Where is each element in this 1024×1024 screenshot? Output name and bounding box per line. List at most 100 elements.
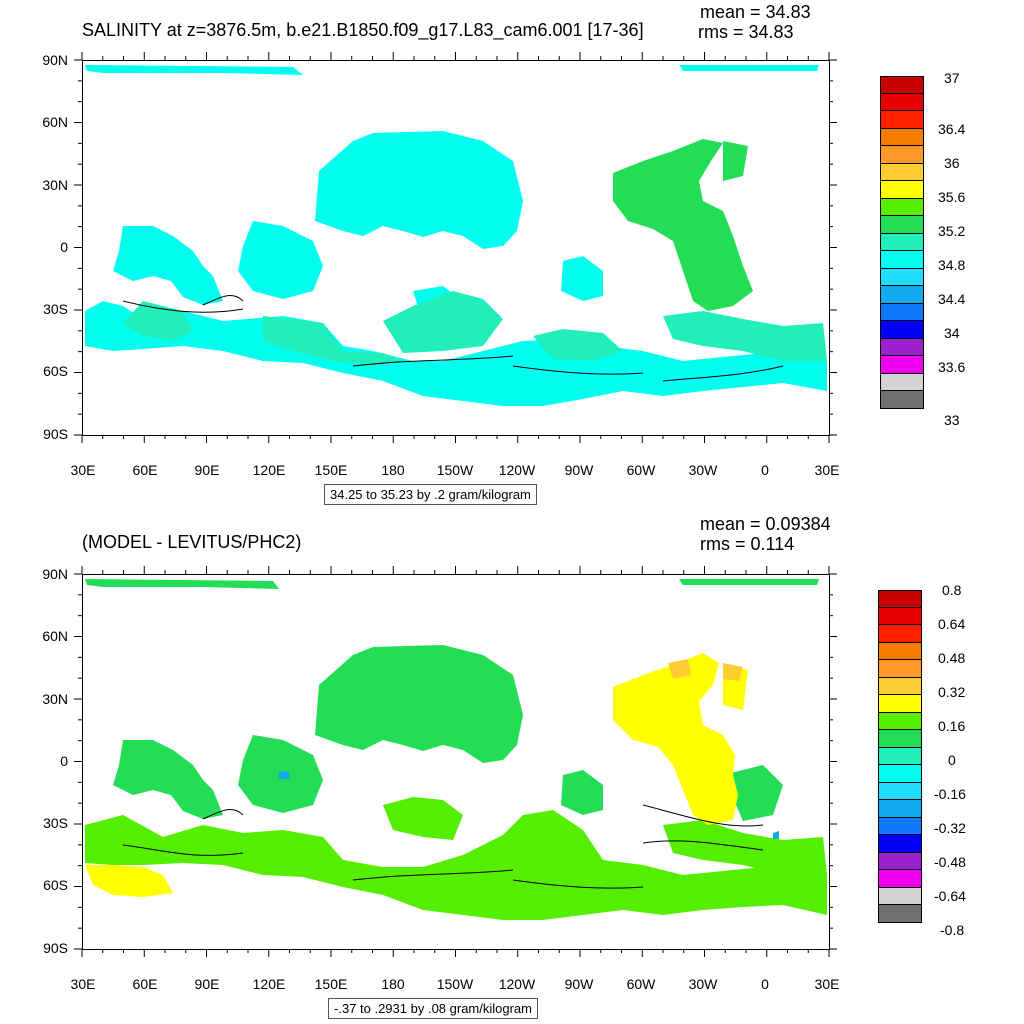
ocean-region bbox=[85, 865, 173, 897]
lon-label: 0 bbox=[761, 462, 769, 478]
lon-label: 150W bbox=[436, 976, 474, 992]
contour-info-label: 34.25 to 35.23 by .2 gram/kilogram bbox=[324, 484, 537, 505]
ocean-region bbox=[668, 659, 691, 679]
lon-label: 90W bbox=[564, 462, 594, 478]
ocean-region bbox=[723, 141, 748, 181]
colorbar-swatch bbox=[878, 660, 922, 678]
colorbar-swatch bbox=[880, 286, 924, 304]
colorbar-swatch bbox=[880, 356, 924, 374]
lon-label: 0 bbox=[761, 976, 769, 992]
colorbar-label: -0.32 bbox=[934, 820, 966, 836]
lon-label: 30E bbox=[70, 976, 96, 992]
colorbar-label: 34 bbox=[944, 325, 960, 341]
rms-value: rms = 0.114 bbox=[700, 534, 795, 554]
lat-label-30s: 30S bbox=[43, 301, 68, 317]
colorbar-swatch bbox=[878, 625, 922, 643]
ocean-region bbox=[315, 131, 523, 249]
lon-label: 120E bbox=[252, 976, 286, 992]
ocean-region bbox=[561, 770, 603, 815]
ocean-region bbox=[315, 645, 523, 763]
stats-box: mean = 34.83 rms = 34.83 bbox=[698, 2, 811, 42]
ocean-region bbox=[113, 740, 223, 819]
lon-label: 150W bbox=[436, 462, 474, 478]
salinity-panel: SALINITY at z=3876.5m, b.e21.B1850.f09_g… bbox=[42, 2, 966, 505]
colorbar-label: 0.8 bbox=[942, 582, 962, 598]
lat-label-60s: 60S bbox=[43, 363, 68, 379]
colorbar-swatch bbox=[878, 747, 922, 765]
ocean-region bbox=[663, 311, 827, 361]
lon-label: 150E bbox=[314, 462, 348, 478]
colorbar-swatch bbox=[878, 607, 922, 625]
colorbar-swatch bbox=[880, 163, 924, 181]
lon-label: 90W bbox=[564, 976, 594, 992]
colorbar-swatch bbox=[880, 373, 924, 391]
ocean-region bbox=[85, 65, 303, 75]
lat-label-90s: 90S bbox=[43, 426, 68, 442]
colorbar-label: 36 bbox=[944, 155, 960, 171]
lon-label: 90E bbox=[194, 976, 220, 992]
lat-label-90s: 90S bbox=[43, 940, 68, 956]
salinity-map bbox=[82, 60, 830, 436]
colorbar-swatch bbox=[880, 338, 924, 356]
colorbar-label: 0 bbox=[948, 752, 956, 768]
ocean-region bbox=[679, 65, 819, 71]
colorbar-swatch bbox=[878, 887, 922, 905]
colorbar-swatch bbox=[878, 730, 922, 748]
colorbar-label: 37 bbox=[944, 70, 960, 86]
ocean-region bbox=[613, 139, 753, 311]
difference-map-graphic bbox=[85, 579, 827, 920]
colorbar-swatch bbox=[878, 835, 922, 853]
lat-label-30s: 30S bbox=[43, 815, 68, 831]
lon-label: 60W bbox=[626, 462, 656, 478]
lon-label: 60E bbox=[132, 976, 158, 992]
lon-label: 60E bbox=[132, 462, 158, 478]
colorbar-swatch bbox=[878, 782, 922, 800]
colorbar-swatch bbox=[880, 111, 924, 129]
colorbar-swatch bbox=[878, 765, 922, 783]
mean-value: mean = 0.09384 bbox=[700, 514, 831, 534]
colorbar-swatch bbox=[880, 216, 924, 234]
lon-label: 30W bbox=[688, 976, 718, 992]
lon-label: 120W bbox=[498, 976, 536, 992]
colorbar-label: 0.16 bbox=[938, 718, 966, 734]
difference-map bbox=[82, 574, 830, 950]
lat-label-0: 0 bbox=[60, 753, 68, 769]
colorbar-label: -0.16 bbox=[934, 786, 966, 802]
ocean-region bbox=[113, 226, 223, 305]
ocean-region bbox=[85, 810, 827, 920]
colorbar-swatch bbox=[878, 817, 922, 835]
colorbar-label: 33 bbox=[944, 412, 960, 428]
colorbar-label: -0.64 bbox=[934, 888, 966, 904]
colorbar-label: 36.4 bbox=[938, 121, 966, 137]
ocean-region bbox=[85, 579, 279, 589]
ocean-region bbox=[279, 771, 289, 779]
colorbar-swatch bbox=[880, 268, 924, 286]
colorbar-swatch bbox=[878, 800, 922, 818]
ocean-region bbox=[613, 653, 738, 825]
difference-panel: (MODEL - LEVITUS/PHC2) mean = 0.09384 rm… bbox=[0, 512, 1024, 1024]
lon-label: 180 bbox=[381, 976, 405, 992]
colorbar-frame bbox=[880, 76, 924, 409]
salinity-map-graphic bbox=[85, 65, 827, 406]
colorbar-label: 34.4 bbox=[938, 291, 966, 307]
lat-label-90n: 90N bbox=[42, 52, 68, 68]
colorbar-swatch bbox=[880, 321, 924, 339]
colorbar-label: 0.64 bbox=[938, 616, 966, 632]
lon-label: 60W bbox=[626, 976, 656, 992]
ocean-region bbox=[679, 579, 819, 585]
ocean-region bbox=[561, 256, 603, 301]
colorbar-label: 33.6 bbox=[938, 359, 966, 375]
colorbar-swatch bbox=[878, 712, 922, 730]
colorbar-swatch bbox=[880, 181, 924, 199]
rms-value: rms = 34.83 bbox=[698, 22, 794, 42]
ocean-region bbox=[773, 831, 779, 839]
ocean-region bbox=[383, 797, 463, 840]
lon-label: 30E bbox=[814, 976, 840, 992]
colorbar-label: -0.8 bbox=[940, 922, 965, 938]
colorbar-frame bbox=[878, 590, 922, 923]
colorbar-swatch bbox=[878, 590, 922, 608]
lon-label: 150E bbox=[314, 976, 348, 992]
colorbar-swatch bbox=[880, 233, 924, 251]
colorbar-label: -0.48 bbox=[934, 854, 966, 870]
ocean-region bbox=[238, 221, 323, 299]
